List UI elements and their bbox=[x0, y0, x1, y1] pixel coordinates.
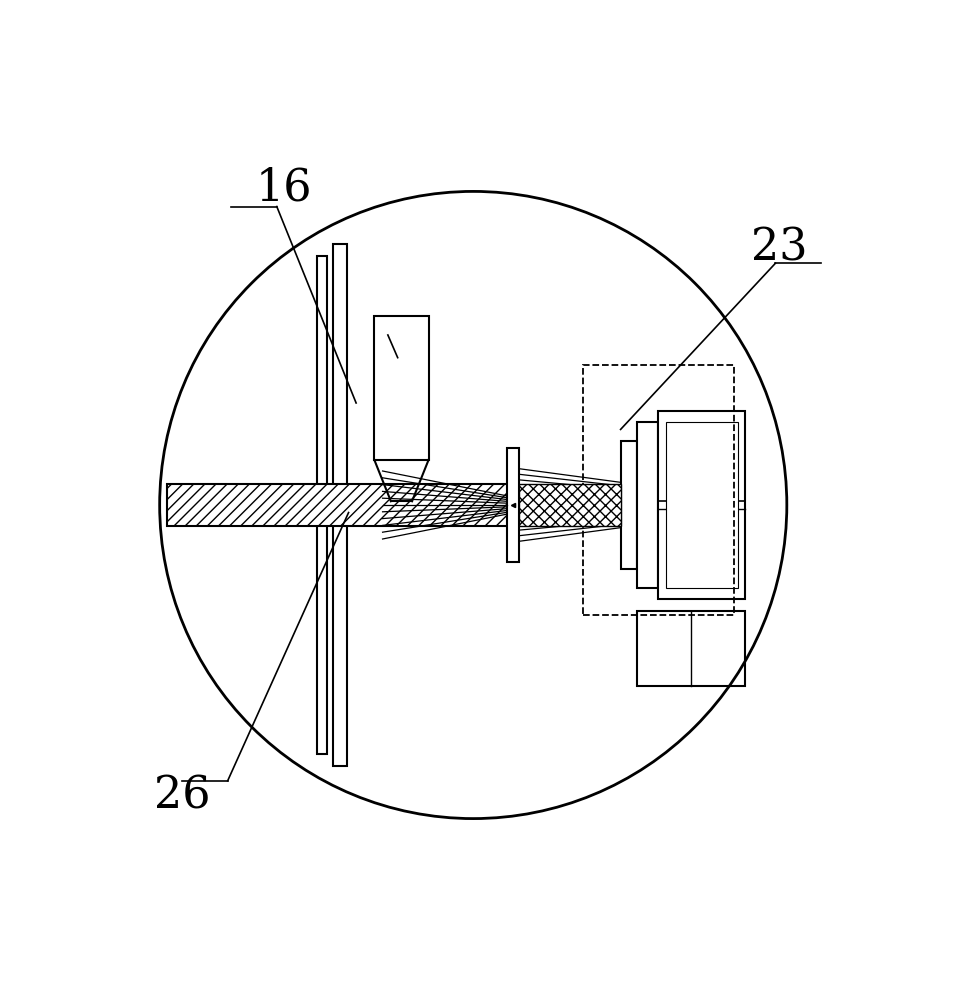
Text: 26: 26 bbox=[154, 774, 211, 818]
Bar bbox=[691, 473, 697, 485]
Bar bbox=[583, 365, 734, 615]
Bar bbox=[621, 441, 638, 569]
Text: 16: 16 bbox=[256, 166, 313, 209]
Text: 23: 23 bbox=[751, 227, 807, 270]
Bar bbox=[638, 611, 745, 686]
Bar bbox=[638, 422, 658, 588]
Bar bbox=[317, 256, 327, 754]
Bar bbox=[682, 473, 688, 485]
Bar bbox=[507, 448, 520, 562]
Bar bbox=[333, 244, 347, 766]
Bar bbox=[666, 422, 738, 588]
Bar bbox=[520, 484, 620, 526]
Bar bbox=[682, 527, 688, 539]
Bar bbox=[658, 411, 745, 599]
Bar bbox=[168, 484, 515, 526]
Bar bbox=[374, 316, 429, 460]
Bar bbox=[691, 527, 697, 539]
